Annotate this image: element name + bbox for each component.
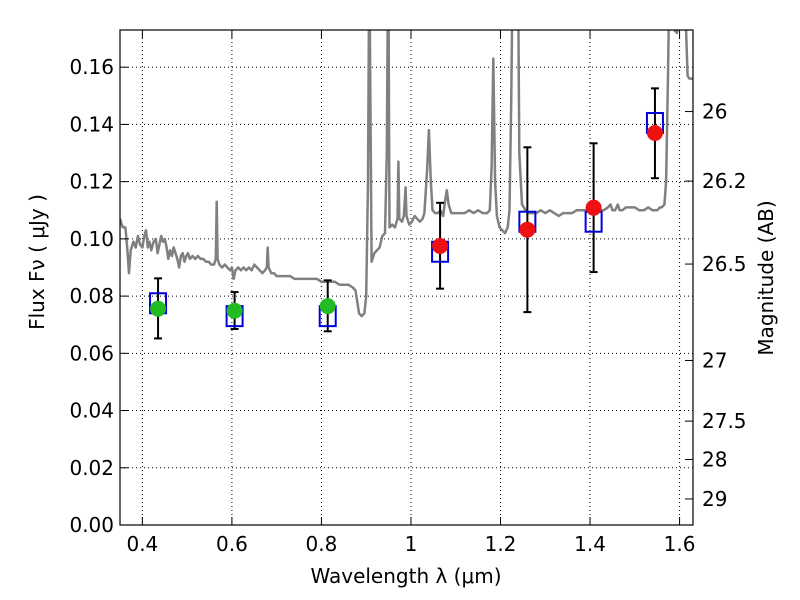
y-axis-label: Flux Fν ( μJy )	[25, 194, 49, 330]
right-tick-label: 27	[702, 348, 727, 372]
y-axis-right-label: Magnitude (AB)	[754, 200, 778, 355]
x-tick-label: 1.2	[485, 532, 517, 556]
x-tick-label: 1.6	[664, 532, 696, 556]
observed-point	[585, 199, 602, 216]
x-tick-label: 1.4	[574, 532, 606, 556]
y-tick-label: 0.10	[69, 227, 114, 251]
y-tick-label: 0.08	[69, 284, 114, 308]
right-tick-label: 28	[702, 447, 727, 471]
right-tick-label: 26.5	[702, 252, 747, 276]
right-tick-label: 29	[702, 487, 727, 511]
x-tick-label: 0.4	[126, 532, 158, 556]
x-tick-label: 0.8	[306, 532, 338, 556]
model-spectrum-layer	[120, 30, 693, 318]
right-tick-label: 27.5	[702, 409, 747, 433]
x-tick-label: 0.6	[216, 532, 248, 556]
observed-point	[319, 298, 336, 315]
y-tick-label: 0.12	[69, 170, 114, 194]
right-tick-label: 26.2	[702, 169, 747, 193]
observed-points	[150, 125, 663, 319]
y-tick-label: 0.04	[69, 399, 114, 423]
y-tick-label: 0.02	[69, 456, 114, 480]
observed-point	[646, 125, 663, 142]
right-tick-label: 26	[702, 100, 727, 124]
plot-frame	[119, 29, 694, 526]
y-tick-label: 0.14	[69, 112, 114, 136]
grid	[120, 30, 693, 525]
model-spectrum-line	[120, 30, 693, 318]
y-tick-label: 0.16	[69, 55, 114, 79]
x-axis-label: Wavelength λ (μm)	[310, 564, 501, 588]
y-tick-label: 0.06	[69, 341, 114, 365]
observed-point	[150, 300, 167, 317]
observed-point	[226, 302, 243, 319]
axis-ticks	[120, 30, 693, 526]
observed-point	[432, 238, 449, 255]
x-tick-label: 1	[405, 532, 418, 556]
tick-labels: 0.4 0.6 0.8 1 1.2 1.4 1.6 0.00 0.02 0.04 0.06 0.08 0…	[69, 55, 746, 556]
y-tick-label: 0.00	[69, 513, 114, 537]
observed-point	[519, 221, 536, 238]
